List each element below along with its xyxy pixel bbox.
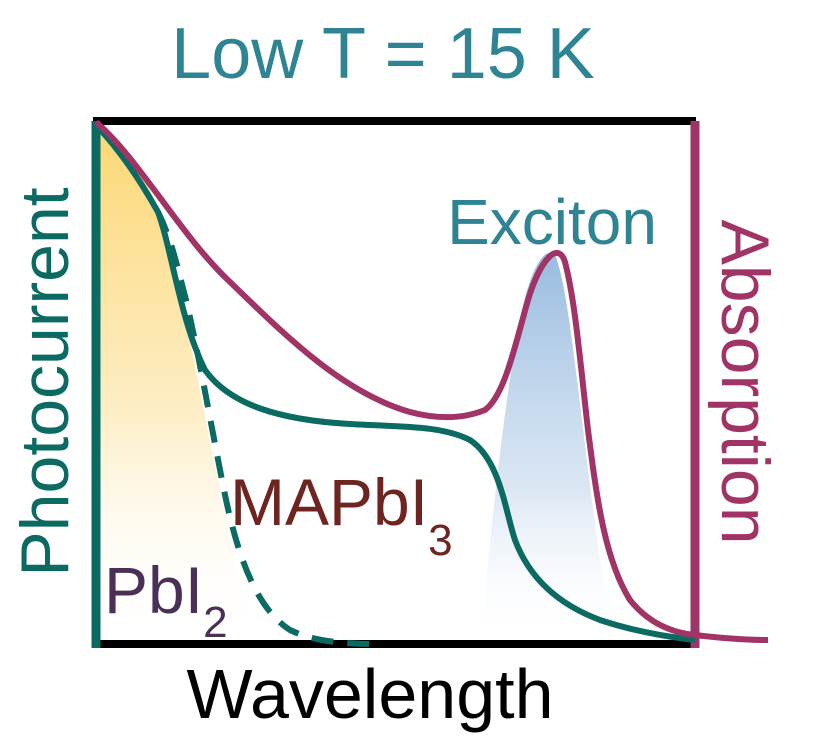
pbi2-shaded-region <box>97 122 262 645</box>
absorption-curve <box>94 119 769 643</box>
mapbi3-main: MAPbI <box>230 465 428 539</box>
x-axis-label: Wavelength <box>186 655 553 733</box>
exciton-annotation: Exciton <box>447 186 657 258</box>
pbi2-subscript: 2 <box>203 598 227 647</box>
left-axis-label: Photocurrent <box>7 187 83 576</box>
exciton-shaded-region <box>480 252 680 645</box>
mapbi3-subscript: 3 <box>428 516 452 565</box>
pbi2-annotation: PbI2 <box>104 553 228 647</box>
right-axis-label: Absorption <box>707 219 783 544</box>
photocurrent-curve <box>93 122 696 643</box>
chart-title: Low T = 15 K <box>171 14 595 94</box>
mapbi3-annotation: MAPbI3 <box>230 465 453 565</box>
pbi2-dashed-curve <box>155 210 381 647</box>
pbi2-main: PbI <box>104 553 203 627</box>
